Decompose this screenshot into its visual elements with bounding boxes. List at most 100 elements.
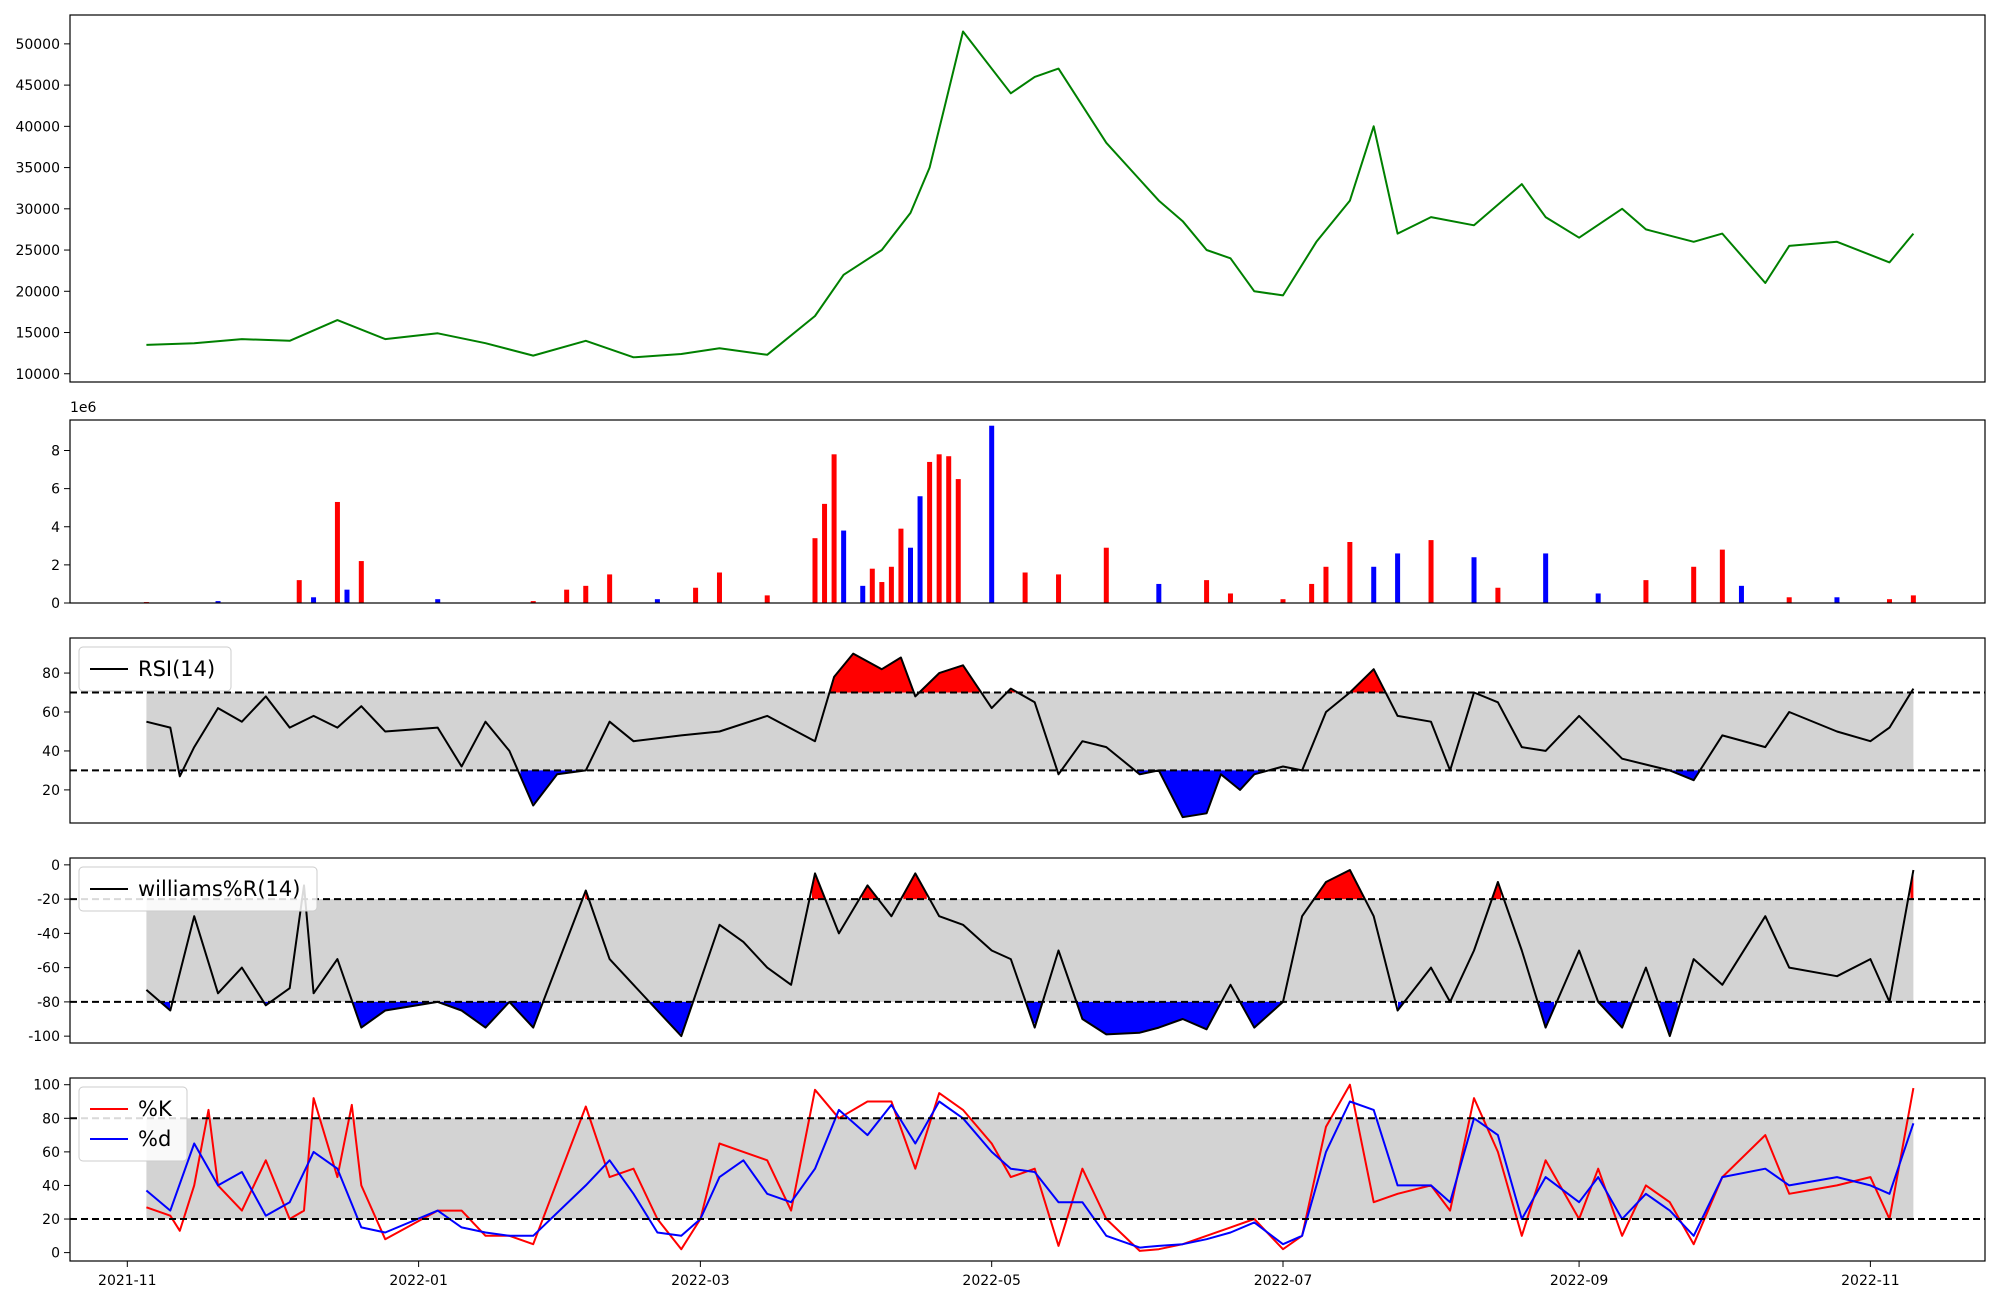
volume-bar — [1834, 597, 1840, 603]
volume-bar — [1309, 583, 1315, 603]
volume-bar — [1886, 599, 1892, 603]
volume-bar — [1204, 580, 1210, 603]
x-tick-label: 2021-11 — [98, 1273, 157, 1289]
y-tick-label: 100 — [33, 1078, 60, 1094]
overbought-fill-upper — [1315, 871, 1363, 900]
volume-bar — [936, 454, 942, 603]
oversold-fill-lower — [1241, 1001, 1281, 1027]
band-fill — [146, 1118, 1914, 1220]
volume-bar — [1786, 597, 1792, 603]
y-tick-label: 20000 — [15, 284, 60, 300]
volume-bar — [654, 599, 660, 603]
volume-bar — [1371, 566, 1377, 603]
volume-bar — [860, 585, 866, 603]
overbought-fill-upper — [812, 873, 824, 900]
oversold-fill-lower — [650, 1001, 692, 1035]
axes-frame — [69, 1077, 1986, 1262]
y-tick-label: 45000 — [15, 78, 60, 94]
series-line-1 — [146, 30, 1915, 359]
y-tick-label: 20 — [42, 783, 60, 799]
volume-bar — [583, 585, 589, 603]
volume-bar — [311, 597, 317, 603]
volume-bar — [1738, 585, 1744, 603]
volume-bar — [888, 566, 894, 603]
legend-label: williams%R(14) — [138, 877, 300, 901]
y-tick-label: 0 — [51, 1246, 60, 1262]
volume-bar — [831, 454, 837, 603]
volume-bar — [344, 589, 350, 603]
overbought-fill-upper — [829, 653, 913, 693]
legend-box — [78, 866, 318, 912]
oversold-fill-lower — [1598, 1001, 1631, 1028]
y-tick-label: 2 — [51, 558, 60, 574]
y-tick-label: 80 — [42, 1111, 60, 1127]
legend: williams%R(14) — [78, 866, 318, 912]
x-tick-label: 2022-09 — [1550, 1273, 1609, 1289]
volume-bar — [946, 456, 952, 603]
y-tick-label: 80 — [42, 666, 60, 682]
volume-bar — [1323, 566, 1329, 603]
volume-bar — [564, 589, 570, 603]
y-tick-label: 4 — [51, 520, 60, 536]
volume-bar — [1643, 580, 1649, 603]
y-tick-label: 15000 — [15, 326, 60, 342]
axis-exponent-label: 1e6 — [70, 400, 97, 416]
volume-bar — [607, 574, 613, 603]
axes-frame — [69, 637, 1986, 824]
y-tick-label: 6 — [51, 482, 60, 498]
x-tick-label: 2022-01 — [389, 1273, 448, 1289]
overbought-fill-upper — [1350, 670, 1384, 693]
y-tick-label: 50000 — [15, 37, 60, 53]
volume-bar — [1056, 574, 1062, 603]
volume-bar — [435, 599, 441, 603]
y-tick-label: -60 — [37, 961, 60, 977]
volume-bar — [989, 425, 995, 603]
axes-frame — [69, 857, 1986, 1044]
volume-bar — [1543, 553, 1549, 603]
volume-bar — [215, 601, 221, 603]
y-tick-label: 40 — [42, 1178, 60, 1194]
oversold-fill-lower — [1077, 1001, 1219, 1035]
volume-bar — [1495, 587, 1501, 603]
y-tick-label: -40 — [37, 926, 60, 942]
legend-box — [78, 646, 232, 692]
volume-bar — [1347, 542, 1353, 603]
volume-bar — [1691, 566, 1697, 603]
y-tick-label: 35000 — [15, 161, 60, 177]
y-tick-label: 25000 — [15, 243, 60, 259]
volume-bar — [334, 501, 340, 603]
band-fill — [146, 692, 1914, 771]
y-tick-label: 10000 — [15, 367, 60, 383]
oversold-fill-lower — [1671, 770, 1699, 780]
panel-5: 0 20 40 60 80 100 %K %d 2021-11 2022-01 2022-03 202… — [33, 1077, 1986, 1289]
panel-4: 0 -20 -40 -60 -80 -100 williams%R(14) — [28, 857, 1986, 1045]
y-tick-label: 0 — [51, 858, 60, 874]
oversold-fill-lower — [520, 770, 586, 804]
volume-bar — [358, 561, 364, 603]
volume-bar — [812, 538, 818, 603]
volume-bar — [907, 547, 913, 603]
volume-bar — [764, 595, 770, 603]
series-line-1 — [145, 869, 1915, 1038]
volume-bar — [1910, 595, 1916, 603]
volume-bar — [1280, 599, 1286, 603]
x-tick-label: 2022-03 — [671, 1273, 730, 1289]
volume-bar — [296, 580, 302, 603]
volume-bar — [1471, 557, 1477, 603]
volume-bar — [716, 572, 722, 603]
x-tick-label: 2022-11 — [1841, 1273, 1900, 1289]
oversold-fill-lower — [352, 1001, 541, 1028]
oversold-fill-lower — [1660, 1001, 1678, 1034]
y-tick-label: 60 — [42, 1145, 60, 1161]
panel-1: 10000 15000 20000 25000 30000 35000 40000 45000… — [15, 14, 1986, 383]
band-fill — [146, 899, 1914, 1002]
y-tick-label: -80 — [37, 995, 60, 1011]
volume-bar — [1022, 572, 1028, 603]
legend-label: %d — [138, 1127, 171, 1151]
volume-bar — [1719, 549, 1725, 603]
series-line-1 — [146, 652, 1915, 819]
legend: RSI(14) — [78, 646, 232, 692]
y-tick-label: 30000 — [15, 202, 60, 218]
volume-bar — [1428, 540, 1434, 603]
